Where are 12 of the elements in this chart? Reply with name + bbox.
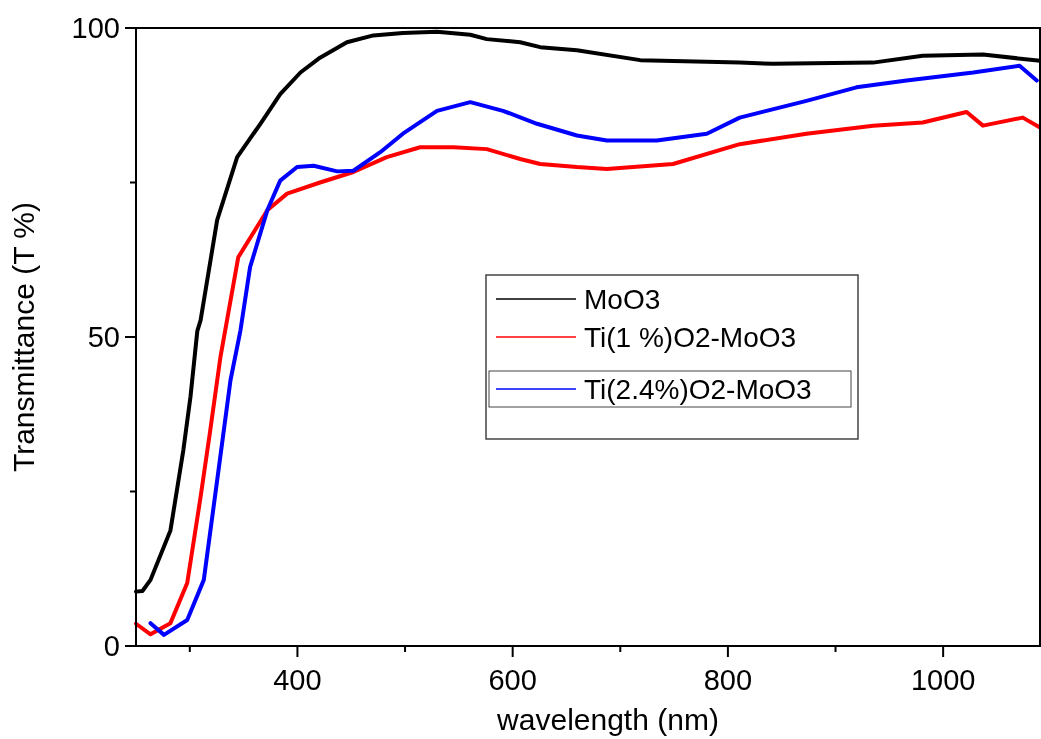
y-tick-label: 50 [87,321,120,353]
legend-label: Ti(1 %)O2-MoO3 [584,322,797,353]
legend-label: Ti(2.4%)O2-MoO3 [584,374,812,405]
x-tick-label: 800 [703,664,753,696]
y-tick-label: 0 [103,630,120,662]
legend-label: MoO3 [584,284,661,315]
x-tick-label: 600 [488,664,537,696]
x-axis-title: wavelength (nm) [496,703,719,736]
x-tick-label: 400 [273,664,322,696]
x-tick-label: 1000 [910,664,976,696]
y-axis-title: Transmittance (T %) [7,201,40,473]
y-tick-label: 100 [71,12,120,44]
